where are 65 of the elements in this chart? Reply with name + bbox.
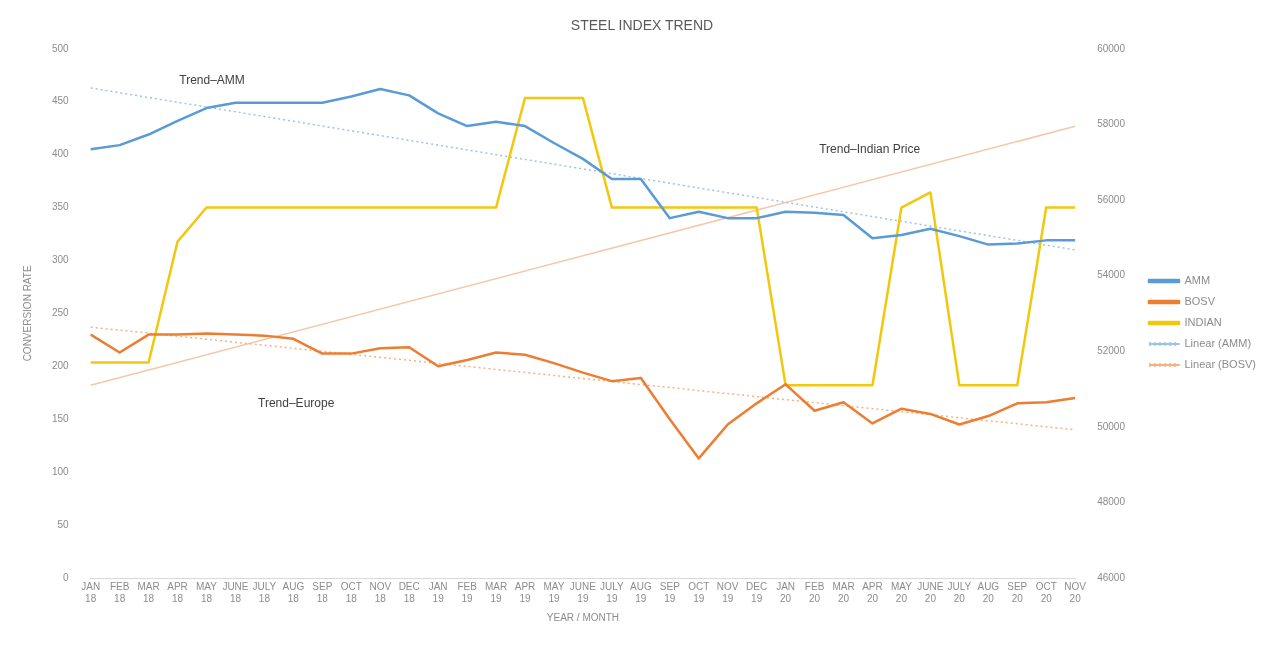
x-tick-label: MAY 20 [890, 580, 913, 604]
x-tick-label: SEP 19 [659, 580, 681, 604]
y-tick-label: 300 [52, 254, 70, 266]
x-tick-label: OCT 18 [340, 580, 362, 604]
x-tick-label: DEC 19 [746, 580, 768, 604]
annotation: Trend–AMM [179, 72, 245, 87]
x-tick-label: JAN 18 [81, 580, 101, 604]
y-tick-label: 250 [52, 307, 70, 319]
x-tick-label: FEB 18 [109, 580, 130, 604]
x-tick-label: MAY 19 [543, 580, 565, 604]
x-tick-label: NOV 18 [369, 580, 392, 604]
chart-title: STEEL INDEX TREND [570, 17, 714, 34]
legend-label: Linear (AMM) [1184, 337, 1252, 350]
y2-tick-label: 48000 [1097, 496, 1126, 508]
legend-label: INDIAN [1184, 316, 1222, 329]
x-tick-label: MAY 18 [196, 580, 218, 604]
y-tick-label: 150 [52, 412, 70, 424]
y-tick-label: 400 [52, 148, 70, 160]
legend-label: Linear (BOSV) [1184, 358, 1256, 371]
y-tick-label: 500 [52, 42, 70, 54]
x-tick-label: MAR 18 [137, 580, 160, 604]
y-tick-label: 0 [63, 571, 70, 583]
x-tick-label: SEP 18 [312, 580, 333, 604]
annotation: Trend–Europe [258, 395, 335, 410]
x-tick-label: APR 19 [514, 580, 536, 604]
x-tick-label: NOV 19 [716, 580, 739, 604]
x-axis-title: YEAR / MONTH [546, 611, 620, 623]
annotation: Trend–Indian Price [819, 141, 921, 156]
x-tick-label: JAN 20 [776, 580, 796, 604]
x-tick-label: MAR 20 [832, 580, 855, 604]
legend-label: BOSV [1184, 295, 1216, 308]
x-tick-label: FEB 19 [457, 580, 478, 604]
y2-tick-label: 54000 [1097, 269, 1126, 281]
y-axis-title: CONVERSION RATE [21, 265, 33, 362]
y2-tick-label: 58000 [1097, 118, 1126, 130]
x-tick-label: APR 20 [862, 580, 883, 604]
y2-tick-label: 50000 [1097, 420, 1126, 432]
x-tick-label: JUNE 19 [569, 580, 597, 604]
y-tick-label: 450 [52, 95, 70, 107]
x-tick-label: FEB 20 [804, 580, 825, 604]
x-tick-label: APR 18 [167, 580, 188, 604]
x-tick-label: MAR 19 [484, 580, 508, 604]
x-tick-label: AUG 20 [977, 580, 1000, 604]
y2-tick-label: 56000 [1097, 193, 1126, 205]
y-tick-label: 50 [57, 518, 70, 530]
x-tick-label: JUNE 20 [917, 580, 944, 604]
x-tick-label: SEP 20 [1007, 580, 1028, 604]
y-tick-label: 100 [52, 465, 70, 477]
x-tick-label: JUNE 18 [222, 580, 249, 604]
y2-tick-label: 52000 [1097, 344, 1126, 356]
x-tick-label: JULY 20 [947, 580, 972, 604]
x-tick-label: OCT 19 [688, 580, 710, 604]
y2-tick-label: 60000 [1097, 42, 1126, 54]
x-tick-label: OCT 20 [1035, 580, 1057, 604]
y2-tick-label: 46000 [1097, 571, 1126, 583]
x-tick-label: DEC 18 [398, 580, 420, 604]
x-tick-label: NOV 20 [1064, 580, 1087, 604]
x-tick-label: JULY 18 [252, 580, 277, 604]
legend-label: AMM [1184, 274, 1211, 287]
y-tick-label: 200 [52, 360, 70, 372]
x-tick-label: AUG 18 [282, 580, 305, 604]
y-tick-label: 350 [52, 201, 70, 213]
x-tick-label: JULY 19 [600, 580, 625, 604]
x-tick-label: AUG 19 [630, 580, 652, 604]
x-tick-label: JAN 19 [428, 580, 448, 604]
